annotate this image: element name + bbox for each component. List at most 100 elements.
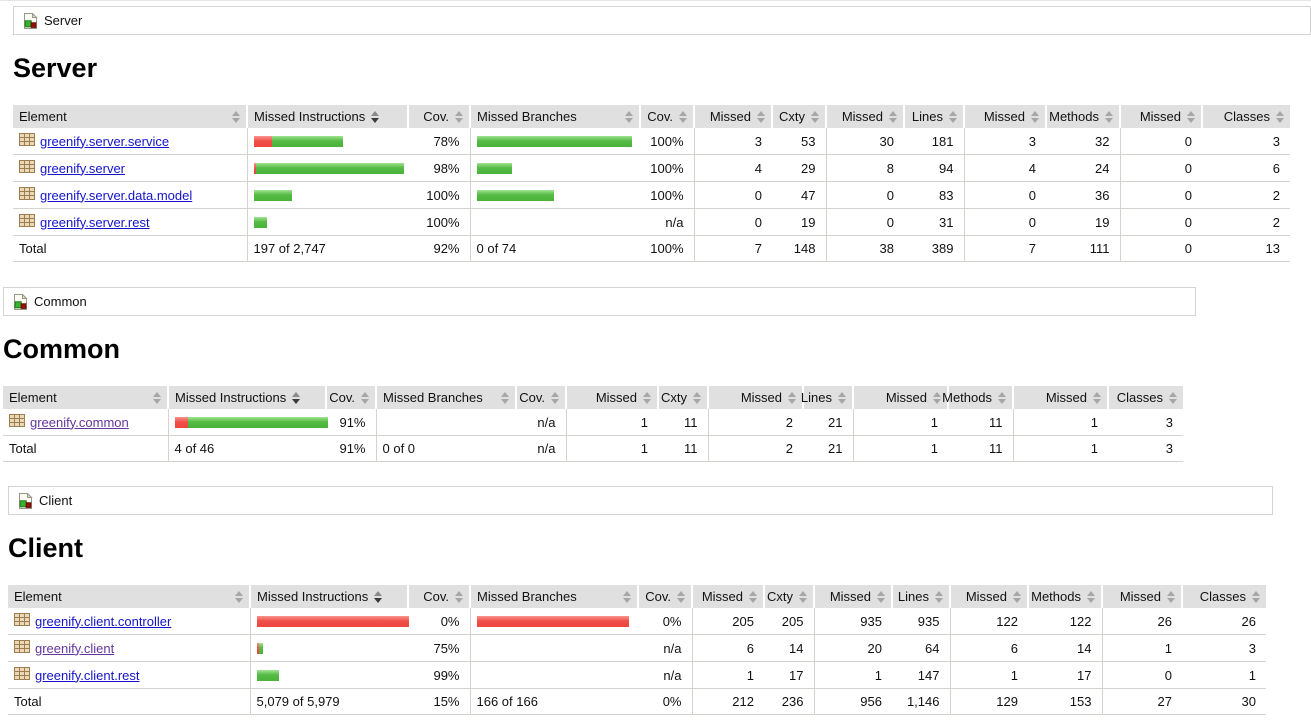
column-header-missed[interactable]: Missed (1101, 585, 1182, 608)
sort-down-arrow (623, 597, 631, 603)
sort-icon[interactable] (153, 391, 161, 404)
column-header-cov[interactable]: Cov. (637, 585, 692, 608)
sort-icon[interactable] (235, 590, 243, 603)
column-header-missed[interactable]: Missed (963, 105, 1046, 128)
column-header-cxty[interactable]: Cxty (763, 585, 814, 608)
column-header-missed[interactable]: Missed (693, 105, 772, 128)
column-header-missed[interactable]: Missed (852, 386, 948, 409)
sort-icon[interactable] (1093, 391, 1101, 404)
sort-icon[interactable] (501, 391, 509, 404)
sort-icon[interactable] (877, 590, 885, 603)
package-link[interactable]: greenify.common (30, 414, 129, 430)
column-header-label: Cxty (779, 109, 805, 124)
sort-icon[interactable] (623, 590, 631, 603)
sort-icon[interactable] (935, 590, 943, 603)
element-cell-content: greenify.server.service (19, 133, 241, 149)
column-header-missed[interactable]: Missed (691, 585, 764, 608)
sort-icon[interactable] (1167, 590, 1175, 603)
sort-icon[interactable] (455, 590, 463, 603)
column-header-missed-branches[interactable]: Missed Branches (469, 585, 638, 608)
column-header-methods[interactable]: Methods (1027, 585, 1102, 608)
column-header-missed[interactable]: Missed (825, 105, 904, 128)
column-header-missed-instructions[interactable]: Missed Instructions (249, 585, 408, 608)
package-link[interactable]: greenify.server.data.model (40, 187, 193, 203)
total-instructions-cell: 5,079 of 5,979 (249, 688, 408, 715)
counter-cell: 8 (825, 154, 904, 182)
sort-down-arrow (1187, 117, 1195, 123)
counter-cell: 935 (813, 608, 892, 635)
sort-icon[interactable] (677, 590, 685, 603)
sort-icon[interactable] (361, 391, 369, 404)
column-header-lines[interactable]: Lines (801, 386, 853, 409)
sort-up-arrow (677, 590, 685, 596)
column-header-cov[interactable]: Cov. (325, 386, 376, 409)
column-header-missed[interactable]: Missed (949, 585, 1028, 608)
column-header-element[interactable]: Element (13, 105, 247, 128)
sort-icon[interactable] (889, 110, 897, 123)
package-link[interactable]: greenify.client.rest (35, 667, 140, 683)
sort-icon[interactable] (1105, 110, 1113, 123)
sort-icon[interactable] (749, 590, 757, 603)
sort-icon[interactable] (1252, 590, 1260, 603)
sort-icon[interactable] (1169, 391, 1177, 404)
package-link[interactable]: greenify.server.rest (40, 214, 150, 230)
sort-icon[interactable] (799, 590, 807, 603)
sort-icon[interactable] (1031, 110, 1039, 123)
column-header-cxty[interactable]: Cxty (657, 386, 708, 409)
package-link[interactable]: greenify.server.service (40, 133, 170, 149)
column-header-cov[interactable]: Cov. (639, 105, 694, 128)
counter-cell: 0 (963, 181, 1046, 209)
sort-icon[interactable] (1087, 590, 1095, 603)
sort-icon[interactable] (933, 391, 941, 404)
package-link[interactable]: greenify.server (40, 160, 126, 176)
package-link[interactable]: greenify.client (35, 640, 115, 656)
sort-icon[interactable] (374, 590, 383, 603)
package-icon (14, 667, 30, 683)
breadcrumb: Client (8, 486, 1273, 515)
sort-icon[interactable] (625, 110, 633, 123)
column-header-missed[interactable]: Missed (813, 585, 892, 608)
sort-icon[interactable] (998, 391, 1006, 404)
column-header-missed[interactable]: Missed (1012, 386, 1108, 409)
column-header-methods[interactable]: Methods (1045, 105, 1120, 128)
sort-icon[interactable] (371, 110, 380, 123)
sort-icon[interactable] (693, 391, 701, 404)
sort-icon[interactable] (551, 391, 559, 404)
sort-icon[interactable] (232, 110, 240, 123)
column-header-missed-branches[interactable]: Missed Branches (469, 105, 640, 128)
package-link[interactable]: greenify.client.controller (35, 613, 172, 629)
sort-icon[interactable] (949, 110, 957, 123)
column-header-classes[interactable]: Classes (1181, 585, 1266, 608)
sort-icon[interactable] (455, 110, 463, 123)
column-header-missed[interactable]: Missed (1119, 105, 1202, 128)
column-header-missed[interactable]: Missed (565, 386, 658, 409)
column-header-lines[interactable]: Lines (903, 105, 964, 128)
sort-icon[interactable] (1276, 110, 1284, 123)
element-cell-content: greenify.server (19, 160, 241, 176)
column-header-classes[interactable]: Classes (1107, 386, 1183, 409)
column-header-missed-instructions[interactable]: Missed Instructions (246, 105, 408, 128)
sort-icon[interactable] (643, 391, 651, 404)
sort-icon[interactable] (838, 391, 846, 404)
sort-icon[interactable] (679, 110, 687, 123)
sort-icon[interactable] (292, 391, 301, 404)
sort-icon[interactable] (811, 110, 819, 123)
column-header-methods[interactable]: Methods (942, 386, 1013, 409)
column-header-missed[interactable]: Missed (707, 386, 803, 409)
sort-icon[interactable] (757, 110, 765, 123)
sort-icon[interactable] (1187, 110, 1195, 123)
column-header-missed-instructions[interactable]: Missed Instructions (167, 386, 326, 409)
column-header-element[interactable]: Element (8, 585, 250, 608)
column-header-cxty[interactable]: Cxty (771, 105, 826, 128)
sort-icon[interactable] (1013, 590, 1021, 603)
column-header-cov[interactable]: Cov. (407, 105, 470, 128)
column-header-cov[interactable]: Cov. (515, 386, 566, 409)
column-header-classes[interactable]: Classes (1201, 105, 1290, 128)
sort-down-arrow (1169, 398, 1177, 404)
counter-cell: 29 (772, 154, 826, 182)
column-header-missed-branches[interactable]: Missed Branches (375, 386, 516, 409)
sort-icon[interactable] (788, 391, 796, 404)
column-header-lines[interactable]: Lines (891, 585, 950, 608)
column-header-element[interactable]: Element (3, 386, 168, 409)
column-header-cov[interactable]: Cov. (407, 585, 470, 608)
